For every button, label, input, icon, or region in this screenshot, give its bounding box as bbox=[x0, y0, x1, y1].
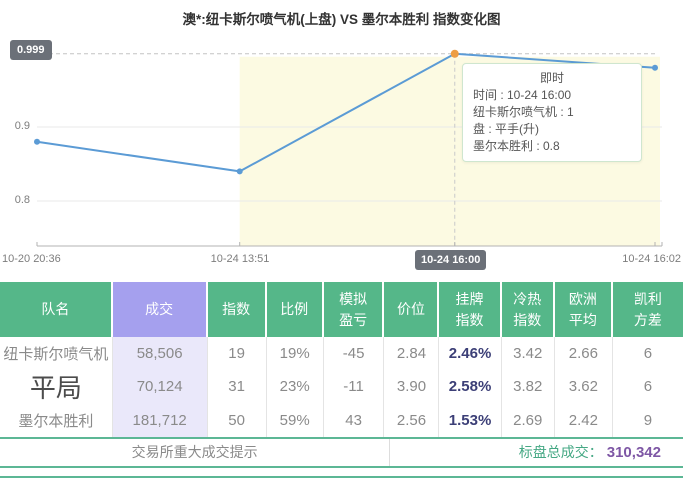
cell-hot-cold-index: 2.69 bbox=[502, 403, 555, 437]
table-body: 纽卡斯尔喷气机 58,506 19 19% -45 2.84 2.46% 3.42 2.66 6 平… bbox=[0, 337, 683, 437]
tooltip-title: 即时 bbox=[539, 71, 564, 85]
cell-ratio: 59% bbox=[267, 403, 324, 437]
table-header-row: 队名 成交 指数 比例 模拟 盈亏 价位 挂牌 指数 冷热 指数 欧洲 平均 凯利 方差 bbox=[0, 282, 683, 337]
cell-kelly-var: 6 bbox=[643, 378, 653, 396]
cell-listed-index: 1.53% bbox=[439, 403, 502, 437]
cell-index: 50 bbox=[208, 403, 267, 437]
total-volume-label: 标盘总成交： bbox=[518, 444, 603, 461]
cell-ratio: 23% bbox=[267, 370, 324, 404]
selected-time-badge: 10-24 16:00 bbox=[415, 250, 487, 270]
page-title: 澳*:纽卡斯尔喷气机(上盘) VS 墨尔本胜利 指数变化图 bbox=[182, 12, 501, 27]
cell-listed-index: 2.46% bbox=[439, 337, 502, 371]
cell-kelly-var: 9 bbox=[643, 411, 653, 429]
tooltip-line-handicap: 盘 : 平手(升) bbox=[473, 122, 539, 136]
cell-volume: 181,712 bbox=[112, 403, 208, 437]
cell-hot-cold-index: 3.42 bbox=[502, 337, 555, 371]
col-header-volume: 成交 bbox=[112, 282, 208, 337]
col-header-price: 价位 bbox=[384, 282, 440, 337]
cell-index: 19 bbox=[208, 337, 267, 371]
tooltip-line-time: 时间 : 10-24 16:00 bbox=[473, 88, 572, 102]
tooltip-line-home: 纽卡斯尔喷气机 : 1 bbox=[473, 105, 574, 119]
cell-volume: 58,506 bbox=[112, 337, 208, 371]
cell-sim-pnl: 43 bbox=[324, 403, 385, 437]
total-volume-value: 310,342 bbox=[606, 443, 661, 461]
team-name: 纽卡斯尔喷气机 bbox=[0, 337, 113, 371]
cell-euro-avg: 2.42 bbox=[555, 403, 613, 437]
tooltip-line-away: 墨尔本胜利 : 0.8 bbox=[473, 139, 560, 153]
cell-price: 3.90 bbox=[384, 370, 440, 404]
cell-sim-pnl: -45 bbox=[324, 337, 385, 371]
cell-euro-avg: 3.62 bbox=[555, 370, 613, 404]
team-name: 平局 bbox=[0, 370, 113, 404]
col-header-listed-index: 挂牌 指数 bbox=[439, 282, 502, 337]
data-point[interactable] bbox=[652, 64, 658, 71]
cell-price: 2.56 bbox=[384, 403, 440, 437]
col-header-kelly-var: 凯利 方差 bbox=[633, 291, 662, 328]
team-name: 墨尔本胜利 bbox=[0, 403, 113, 437]
data-point[interactable] bbox=[34, 138, 40, 145]
footer-total: 标盘总成交： 310,342 bbox=[389, 438, 683, 466]
y-axis-tick-label: 0.9 bbox=[14, 120, 30, 132]
col-header-hot-cold-index: 冷热 指数 bbox=[502, 282, 555, 337]
x-axis-label: 10-24 16:02 bbox=[622, 253, 681, 265]
col-header-sim-pnl: 模拟 盈亏 bbox=[324, 282, 385, 337]
col-header-team: 队名 bbox=[0, 282, 113, 337]
footer-notice: 交易所重大成交提示 bbox=[131, 444, 258, 461]
selected-data-point[interactable] bbox=[450, 49, 459, 58]
odds-table: 队名 成交 指数 比例 模拟 盈亏 价位 挂牌 指数 冷热 指数 欧洲 平均 凯利 方差 纽卡斯尔喷气机 58… bbox=[0, 282, 683, 468]
x-axis-label: 10-24 13:51 bbox=[210, 253, 270, 265]
cell-hot-cold-index: 3.82 bbox=[502, 370, 555, 404]
instant-tooltip: 即时 时间 : 10-24 16:00 纽卡斯尔喷气机 : 1 盘 : 平手(升… bbox=[462, 63, 642, 162]
bottom-divider bbox=[0, 476, 683, 478]
col-header-ratio: 比例 bbox=[267, 282, 324, 337]
index-line bbox=[36, 52, 656, 173]
table-row-home[interactable]: 纽卡斯尔喷气机 58,506 19 19% -45 2.84 2.46% 3.42 2.66 6 bbox=[0, 337, 683, 371]
table-row-draw[interactable]: 平局 70,124 31 23% -11 3.90 2.58% 3.82 3.62 6 bbox=[0, 370, 683, 404]
table-row-away[interactable]: 墨尔本胜利 181,712 50 59% 43 2.56 1.53% 2.69 2.42 9 bbox=[0, 403, 683, 437]
cell-ratio: 19% bbox=[267, 337, 324, 371]
cell-euro-avg: 2.66 bbox=[555, 337, 613, 371]
cell-listed-index: 2.58% bbox=[439, 370, 502, 404]
table-footer: 交易所重大成交提示 标盘总成交： 310,342 bbox=[0, 436, 683, 468]
y-axis-tick-label: 0.8 bbox=[14, 194, 30, 206]
cell-price: 2.84 bbox=[384, 337, 440, 371]
cell-volume: 70,124 bbox=[112, 370, 208, 404]
cell-sim-pnl: -11 bbox=[324, 370, 385, 404]
data-point[interactable] bbox=[236, 168, 243, 175]
x-axis-label: 10-20 20:36 bbox=[2, 253, 61, 265]
col-header-euro-avg: 欧洲 平均 bbox=[555, 282, 613, 337]
cell-kelly-var: 6 bbox=[643, 345, 653, 363]
col-header-index: 指数 bbox=[208, 282, 267, 337]
max-value-badge: 0.999 bbox=[10, 40, 52, 61]
cell-index: 31 bbox=[208, 370, 267, 404]
